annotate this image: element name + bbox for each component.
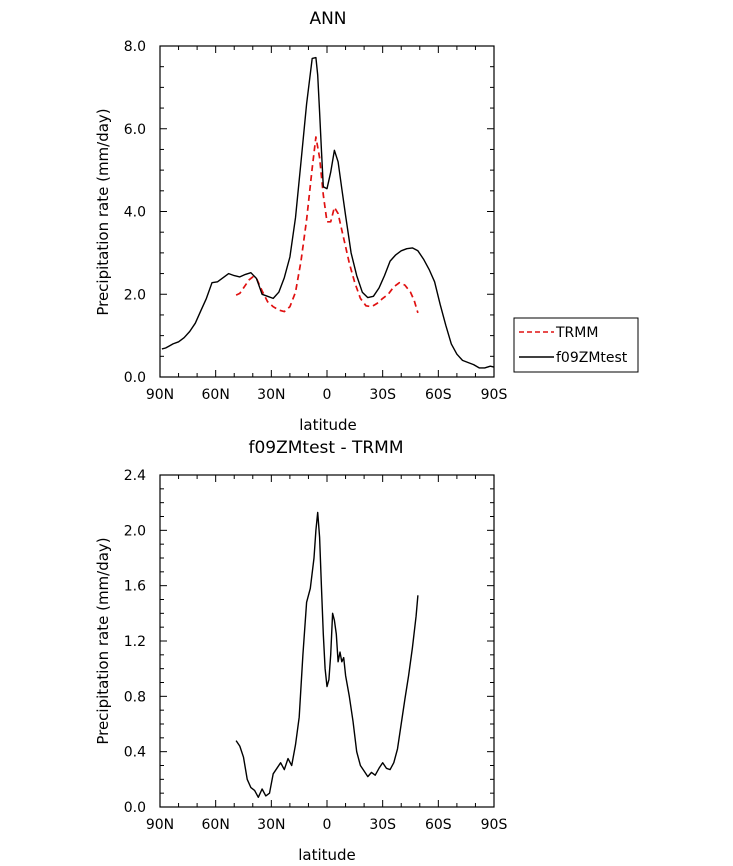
y-axis-label: Precipitation rate (mm/day) [94, 108, 112, 315]
chart-title: ANN [309, 9, 346, 29]
plot-frame [159, 45, 495, 378]
y-tick-label: 0.4 [124, 745, 146, 761]
y-tick-label: 2.4 [124, 468, 146, 484]
y-tick-label: 8.0 [124, 39, 146, 55]
x-tick-label: 60N [202, 387, 230, 403]
x-tick-label: 90N [146, 387, 174, 403]
y-tick-label: 0.0 [124, 370, 146, 386]
chart-title: f09ZMtest - TRMM [248, 438, 403, 458]
y-tick-label: 0.0 [124, 800, 146, 816]
panel-annual: ANN latitude Precipitation rate (mm/day)… [94, 9, 507, 434]
x-tick-label: 30N [257, 817, 285, 833]
x-tick-label: 30S [369, 387, 396, 403]
y-tick-label: 6.0 [124, 122, 146, 138]
y-tick-label: 2.0 [124, 523, 146, 539]
x-tick-label: 30S [369, 817, 396, 833]
x-tick-label: 30N [257, 387, 285, 403]
y-tick-label: 1.2 [124, 634, 146, 650]
series-line-trmm [235, 136, 419, 314]
x-tick-label: 0 [323, 817, 332, 833]
x-tick-label: 60N [202, 817, 230, 833]
panel-difference: f09ZMtest - TRMM latitude Precipitation … [94, 438, 507, 864]
y-tick-label: 2.0 [124, 287, 146, 303]
x-tick-label: 90N [146, 817, 174, 833]
legend-box [513, 317, 639, 373]
plot-frame [159, 474, 495, 808]
y-axis-label: Precipitation rate (mm/day) [94, 537, 112, 744]
series-line-difference [235, 511, 419, 798]
x-tick-label: 0 [323, 387, 332, 403]
y-tick-label: 1.6 [124, 579, 146, 595]
x-axis-label: latitude [299, 416, 357, 434]
legend: TRMM f09ZMtest [513, 317, 639, 373]
x-tick-label: 90S [481, 817, 508, 833]
y-tick-label: 4.0 [124, 205, 146, 221]
x-tick-label: 60S [425, 817, 452, 833]
y-tick-label: 0.8 [124, 689, 146, 705]
legend-label-trmm: TRMM [555, 325, 598, 341]
series-line-f09zmtest [161, 56, 495, 369]
x-tick-label: 60S [425, 387, 452, 403]
legend-label-f09zmtest: f09ZMtest [556, 350, 628, 366]
x-tick-label: 90S [481, 387, 508, 403]
x-axis-label: latitude [298, 846, 356, 864]
